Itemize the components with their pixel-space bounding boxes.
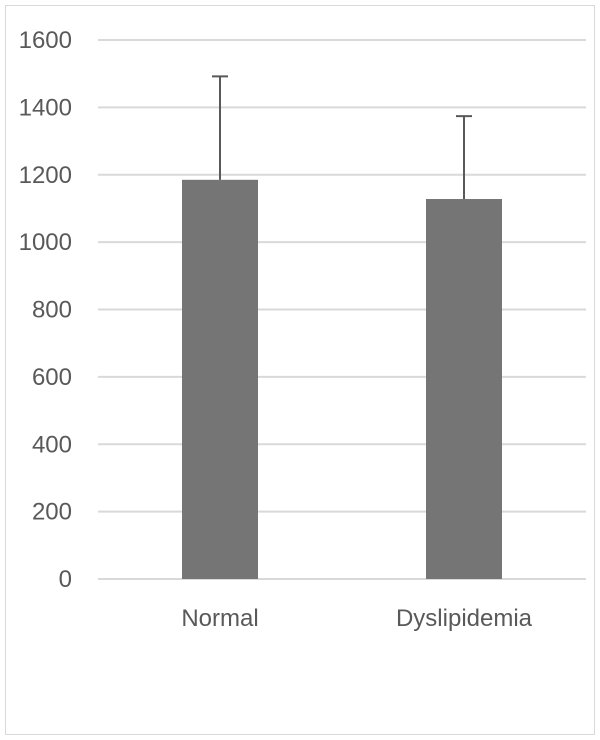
y-tick-label: 1400 — [19, 94, 72, 121]
y-tick-label: 1200 — [19, 162, 72, 189]
error-bars — [212, 75, 472, 200]
y-tick-label: 0 — [59, 566, 72, 593]
y-axis-tick-labels: 0 200 400 600 800 1000 1200 1400 1600 — [19, 27, 72, 593]
y-tick-label: 800 — [32, 297, 72, 324]
y-tick-label: 600 — [32, 364, 72, 391]
y-tick-label: 1600 — [19, 27, 72, 54]
y-tick-label: 200 — [32, 499, 72, 526]
bar-normal — [182, 179, 258, 579]
y-tick-label: 1000 — [19, 229, 72, 256]
y-tick-label: 400 — [32, 431, 72, 458]
category-label: Normal — [181, 605, 258, 632]
x-axis-category-labels: Normal Dyslipidemia — [181, 605, 532, 632]
gridlines — [98, 39, 586, 580]
bar-dyslipidemia — [426, 199, 502, 579]
category-label: Dyslipidemia — [396, 605, 533, 632]
bars — [182, 179, 502, 579]
